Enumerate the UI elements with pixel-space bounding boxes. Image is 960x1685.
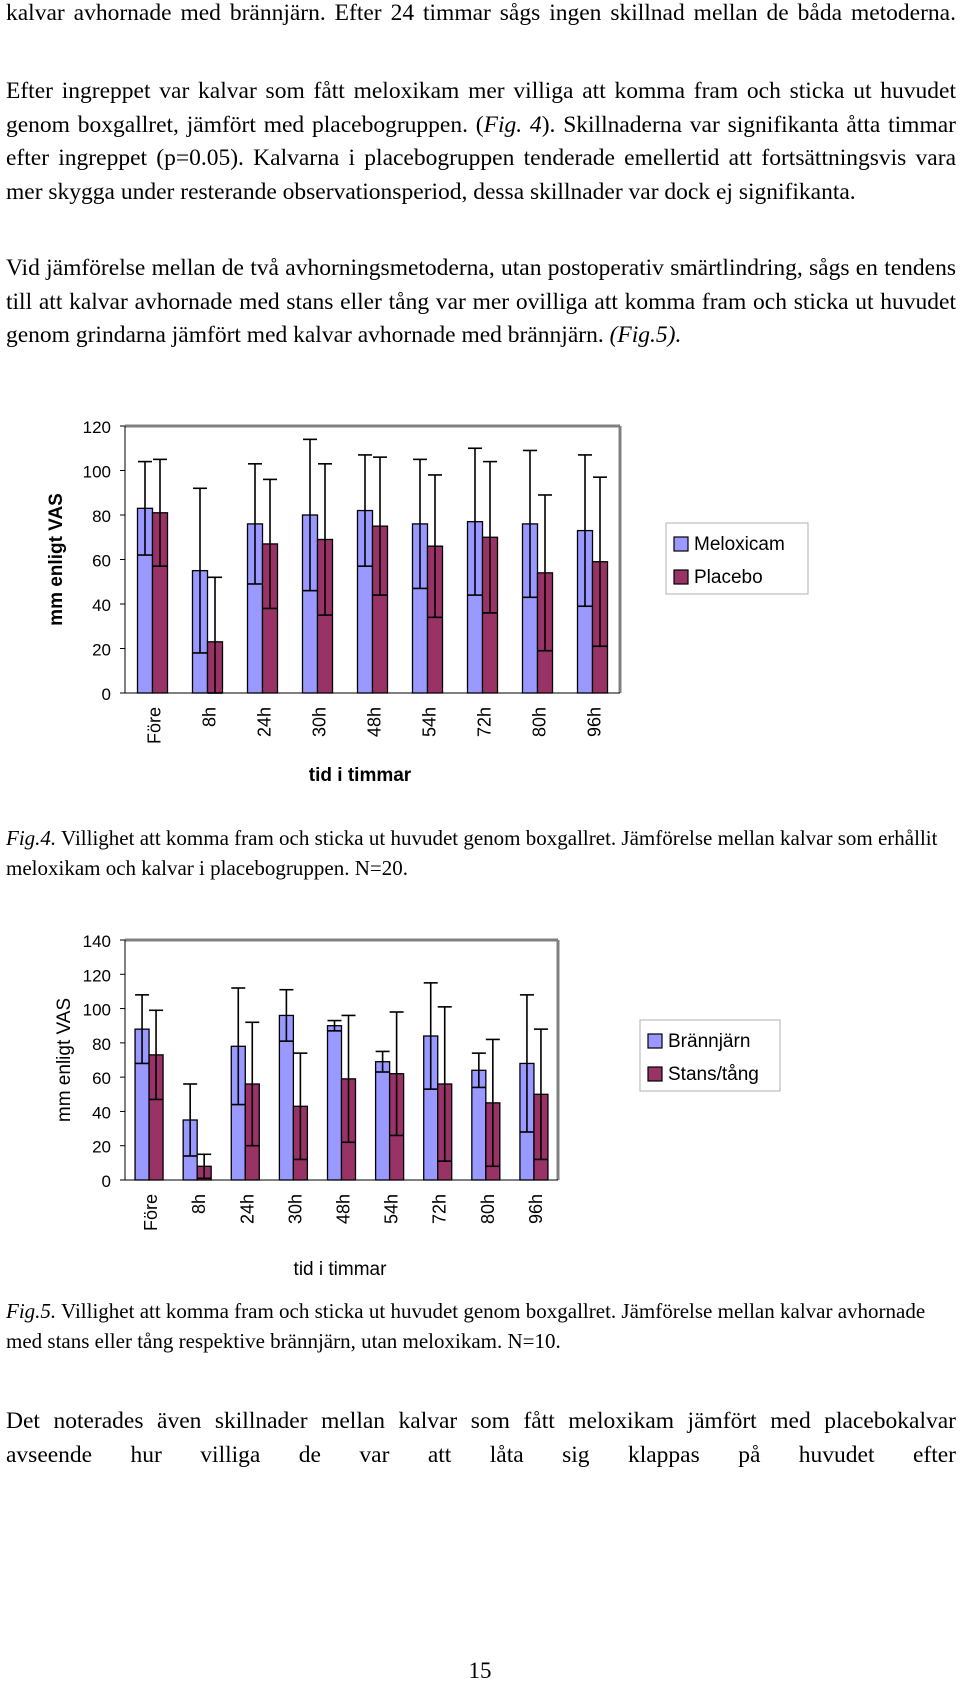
x-tick-label: 54h bbox=[420, 707, 440, 737]
legend-label: Placebo bbox=[694, 567, 763, 588]
legend-label: Meloxicam bbox=[694, 534, 785, 555]
legend-box bbox=[665, 522, 809, 595]
x-tick-label: 30h bbox=[285, 1194, 305, 1224]
x-tick-label: 8h bbox=[189, 1194, 209, 1214]
paragraph-fig4-text-b: ). Skillnaderna var signifikanta åtta ti… bbox=[6, 111, 956, 205]
x-tick-label: 24h bbox=[237, 1194, 257, 1224]
paragraph-fig4-intro: Efter ingreppet var kalvar som fått melo… bbox=[6, 75, 956, 209]
x-tick-label: 80h bbox=[530, 707, 550, 737]
chart-fig4: 0 20 40 60 80 100 120 mm enligt VAS Före 8h 24h 30h… bbox=[46, 418, 809, 786]
legend-swatch bbox=[647, 1033, 663, 1049]
caption-fig4-label: Fig.4. bbox=[6, 826, 57, 850]
paragraph-closing: Det noterades även skillnader mellan kal… bbox=[6, 1408, 956, 1468]
y-axis-label: mm enligt VAS bbox=[46, 493, 67, 626]
x-tick-label: 24h bbox=[255, 707, 275, 737]
y-tick-label: 60 bbox=[92, 1069, 111, 1088]
y-tick-label: 60 bbox=[92, 552, 111, 571]
y-tick-label: 100 bbox=[83, 463, 111, 482]
caption-fig5-label: Fig.5. bbox=[6, 1299, 57, 1323]
x-tick-label: 48h bbox=[334, 1194, 354, 1224]
y-tick-label: 80 bbox=[92, 1035, 111, 1054]
y-tick-label: 0 bbox=[102, 1172, 111, 1191]
legend-label: Brännjärn bbox=[668, 1031, 750, 1052]
y-tick-label: 120 bbox=[83, 966, 111, 985]
caption-fig4-text: Villighet att komma fram och sticka ut h… bbox=[6, 826, 938, 880]
caption-fig4: Fig.4. Villighet att komma fram och stic… bbox=[6, 823, 956, 883]
legend-swatch bbox=[647, 1066, 663, 1082]
x-tick-label: 48h bbox=[365, 707, 385, 737]
chart-fig5: 0 20 40 60 80 100 120 140 mm enligt VAS Före 8h 24h… bbox=[54, 932, 781, 1280]
y-axis-label: mm enligt VAS bbox=[54, 998, 75, 1122]
y-tick-label: 20 bbox=[92, 641, 111, 660]
fig5-reference: (Fig.5). bbox=[609, 322, 682, 348]
fig4-reference: Fig. 4 bbox=[483, 111, 542, 138]
legend-swatch bbox=[673, 569, 689, 585]
page-number: 15 bbox=[468, 1658, 492, 1683]
x-axis-label: tid i timmar bbox=[309, 765, 412, 786]
x-tick-label: 30h bbox=[310, 707, 330, 737]
x-tick-label: 80h bbox=[478, 1194, 498, 1224]
caption-fig5-text: Villighet att komma fram och sticka ut h… bbox=[6, 1299, 926, 1353]
y-tick-label: 80 bbox=[92, 507, 111, 526]
y-tick-label: 140 bbox=[83, 932, 111, 951]
y-tick-label: 40 bbox=[92, 596, 111, 615]
x-tick-label: 54h bbox=[382, 1194, 402, 1224]
x-tick-label: 96h bbox=[585, 707, 605, 737]
y-tick-label: 120 bbox=[83, 418, 111, 437]
paragraph-fig4-text-a: Efter ingreppet var kalvar som fått melo… bbox=[6, 78, 956, 138]
x-tick-label: 72h bbox=[430, 1194, 450, 1224]
paragraph-fig5-intro: Vid jämförelse mellan de två avhorningsm… bbox=[6, 252, 956, 353]
x-axis-label: tid i timmar bbox=[294, 1259, 388, 1280]
y-tick-label: 100 bbox=[83, 1001, 111, 1020]
bar-a bbox=[374, 1061, 391, 1181]
y-tick-label: 20 bbox=[92, 1138, 111, 1157]
y-tick-label: 0 bbox=[102, 685, 111, 704]
paragraph-fig5-text: Vid jämförelse mellan de två avhorningsm… bbox=[6, 255, 956, 348]
x-tick-label: 8h bbox=[200, 707, 220, 727]
x-tick-label: Före bbox=[141, 1194, 161, 1231]
legend-label: Stans/tång bbox=[668, 1064, 759, 1085]
x-tick-label: 72h bbox=[475, 707, 495, 737]
y-tick-label: 40 bbox=[92, 1103, 111, 1122]
bar-a bbox=[326, 1025, 343, 1181]
legend-swatch bbox=[673, 536, 689, 552]
x-tick-label: Före bbox=[145, 707, 165, 744]
x-tick-label: 96h bbox=[526, 1194, 546, 1224]
paragraph-intro: kalvar avhornade med brännjärn. Efter 24… bbox=[6, 0, 956, 26]
caption-fig5: Fig.5. Villighet att komma fram och stic… bbox=[6, 1296, 956, 1356]
legend-box bbox=[639, 1019, 781, 1092]
